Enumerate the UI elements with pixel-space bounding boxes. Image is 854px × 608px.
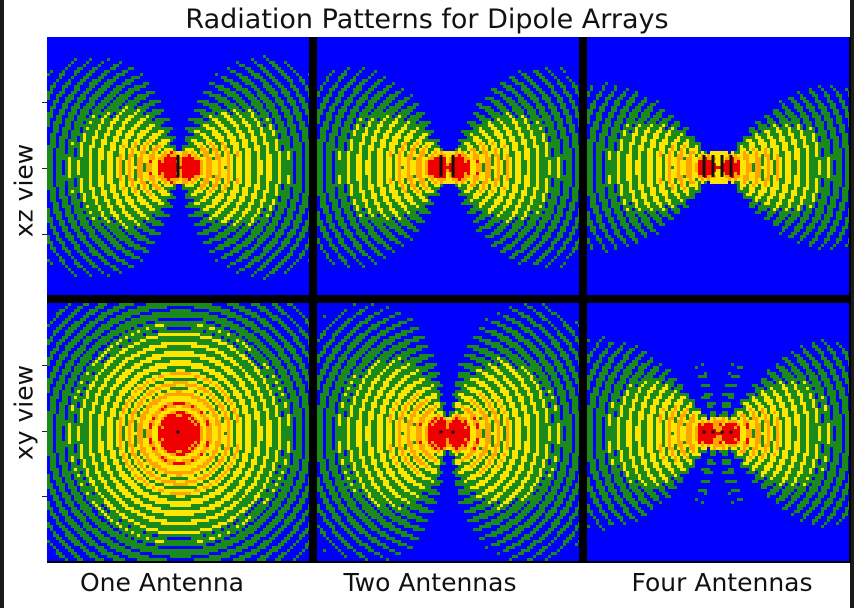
column-label-two-antennas: Two Antennas	[300, 568, 560, 597]
panel-xz-4-antenna	[587, 37, 849, 295]
panel-xz-1-antenna	[47, 37, 309, 295]
panel-xy-1-antenna	[47, 303, 309, 561]
antenna-element	[451, 155, 455, 177]
y-tick	[42, 431, 47, 432]
pattern-grid	[47, 37, 851, 563]
antenna-element	[702, 430, 706, 434]
antenna-element	[711, 430, 715, 434]
row-label-xy: xy view	[10, 333, 39, 493]
y-tick	[42, 168, 47, 169]
y-tick	[42, 234, 47, 235]
antenna-element	[451, 430, 455, 434]
y-tick	[42, 102, 47, 103]
frame-right-edge	[850, 0, 854, 608]
panel-xy-4-antenna	[587, 303, 849, 561]
chart-title: Radiation Patterns for Dipole Arrays	[0, 4, 854, 35]
column-label-one-antenna: One Antenna	[32, 568, 292, 597]
antenna-element	[176, 155, 180, 177]
antenna-element	[176, 430, 180, 434]
frame-left-edge	[0, 0, 4, 608]
antenna-element	[729, 430, 733, 434]
antenna-element	[711, 155, 715, 177]
row-label-xz: xz view	[10, 111, 39, 271]
column-label-four-antennas: Four Antennas	[592, 568, 852, 597]
y-tick	[42, 496, 47, 497]
panel-xz-2-antenna	[317, 37, 579, 295]
antenna-element	[439, 430, 443, 434]
antenna-element	[720, 155, 724, 177]
antenna-element	[729, 155, 733, 177]
antenna-element	[720, 430, 724, 434]
y-tick	[42, 365, 47, 366]
antenna-element	[439, 155, 443, 177]
antenna-element	[702, 155, 706, 177]
panel-xy-2-antenna	[317, 303, 579, 561]
